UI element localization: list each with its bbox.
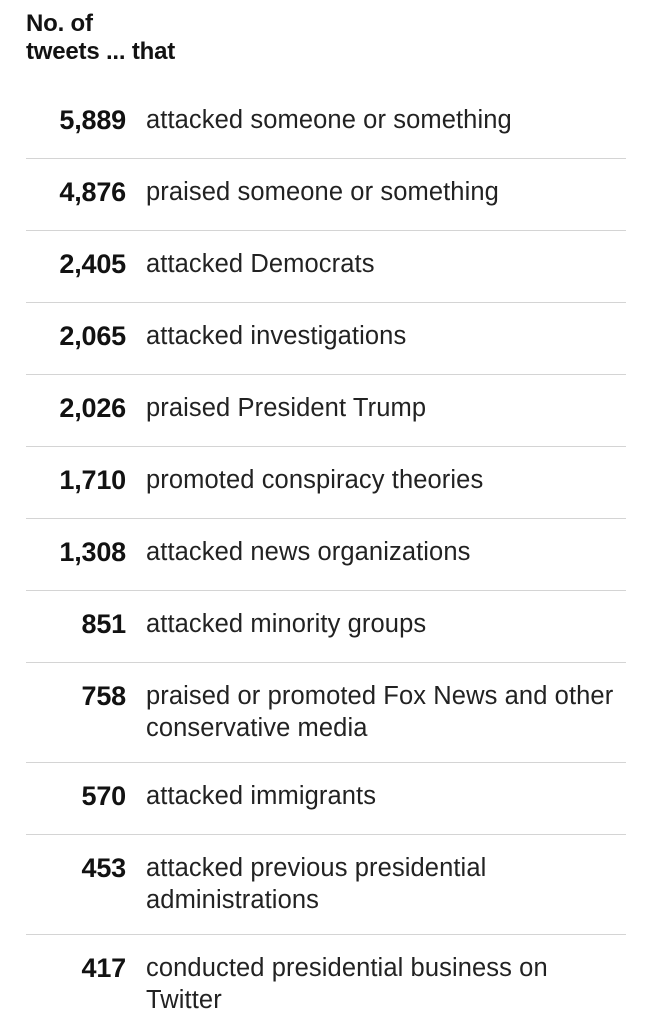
- table-row: 417 conducted presidential business on Tw…: [26, 935, 626, 1018]
- table-row: 2,026 praised President Trump: [26, 375, 626, 447]
- table-row: 2,065 attacked investigations: [26, 303, 626, 375]
- tweet-category-label: attacked minority groups: [146, 610, 427, 638]
- table-row: 570 attacked immigrants: [26, 763, 626, 835]
- table-row: 453 attacked previous presidential admini…: [26, 835, 626, 935]
- tweet-count-value: 453: [81, 853, 127, 883]
- column-header: No. of tweets ... that: [26, 10, 176, 65]
- table-row: 4,876 praised someone or something: [26, 159, 626, 231]
- tweet-category-label: attacked news organizations: [146, 538, 471, 566]
- tweet-category-label: attacked investigations: [146, 322, 407, 350]
- table-row: 2,405 attacked Democrats: [26, 231, 626, 303]
- table-row: 1,710 promoted conspiracy theories: [26, 447, 626, 519]
- tweet-count-value: 4,876: [59, 177, 126, 207]
- tweet-category-label: praised or promoted Fox News and other c…: [146, 682, 614, 742]
- tweet-category-label: attacked previous presidential administr…: [146, 854, 487, 914]
- tweet-count-value: 417: [81, 953, 127, 983]
- tweet-count-value: 570: [81, 781, 127, 811]
- tweet-count-value: 5,889: [59, 105, 126, 135]
- tweet-category-label: attacked someone or something: [146, 106, 512, 134]
- tweet-category-label: praised President Trump: [146, 394, 427, 422]
- tweet-category-label: conducted presidential business on Twitt…: [146, 954, 548, 1014]
- tweet-count-value: 2,065: [59, 321, 126, 351]
- tweet-category-label: promoted conspiracy theories: [146, 466, 484, 494]
- table-row: 1,308 attacked news organizations: [26, 519, 626, 591]
- tweet-count-value: 758: [81, 681, 127, 711]
- table-row: 5,889 attacked someone or something: [26, 87, 626, 159]
- tweet-count-value: 1,710: [59, 465, 126, 495]
- table-row: 851 attacked minority groups: [26, 591, 626, 663]
- tweet-count-value: 2,026: [59, 393, 126, 423]
- tweet-category-label: attacked immigrants: [146, 782, 377, 810]
- tweet-count-value: 851: [81, 609, 127, 639]
- table-row: 758 praised or promoted Fox News and othe…: [26, 663, 626, 763]
- tweet-count-value: 2,405: [59, 249, 126, 279]
- tweet-category-label: attacked Democrats: [146, 250, 375, 278]
- tweet-count-value: 1,308: [59, 537, 126, 567]
- table-rows: 5,889 attacked someone or something 4,876 p…: [26, 87, 626, 1018]
- tweet-category-label: praised someone or something: [146, 178, 499, 206]
